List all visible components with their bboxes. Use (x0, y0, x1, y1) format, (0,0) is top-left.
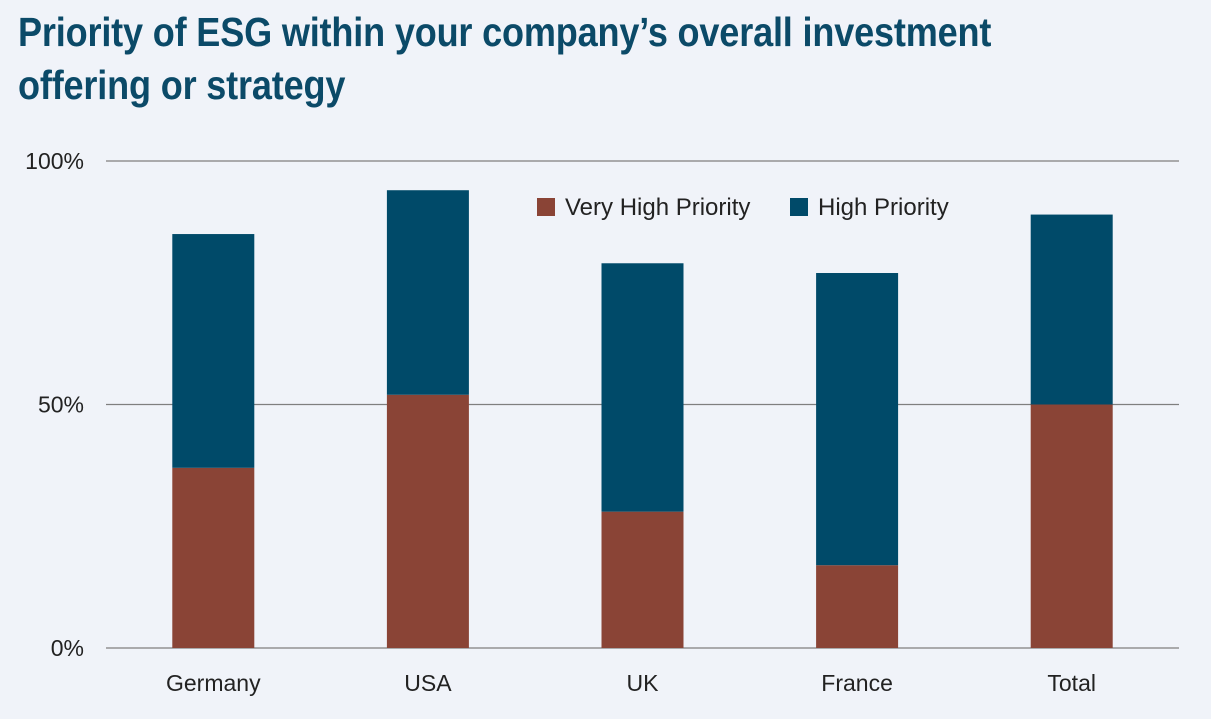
y-tick-label: 0% (51, 635, 84, 661)
bar-high-priority-usa (386, 190, 469, 395)
x-category-label: Germany (166, 670, 261, 696)
bar-very-high-priority-france (816, 565, 899, 648)
bar-very-high-priority-uk (601, 511, 684, 648)
y-axis-tick-labels: 0% 50% 100% (25, 148, 84, 661)
y-tick-label: 100% (25, 148, 84, 174)
legend-label: High Priority (818, 194, 949, 221)
bar-high-priority-france (816, 273, 899, 566)
bar-very-high-priority-total (1030, 404, 1113, 648)
bar-very-high-priority-usa (386, 394, 469, 648)
bar-high-priority-uk (601, 263, 684, 512)
x-category-label: France (821, 670, 893, 696)
bar-high-priority-total (1030, 214, 1113, 405)
x-category-label: USA (404, 670, 452, 696)
x-category-label: Total (1047, 670, 1096, 696)
legend-label: Very High Priority (565, 194, 750, 221)
y-tick-label: 50% (38, 392, 84, 418)
x-category-label: UK (627, 670, 660, 696)
bar-very-high-priority-germany (172, 467, 255, 648)
x-axis-category-labels: Germany USA UK France Total (166, 670, 1096, 696)
bar-high-priority-germany (172, 234, 255, 468)
legend-swatch (537, 198, 555, 216)
legend-swatch (790, 198, 808, 216)
legend: Very High Priority High Priority (537, 194, 949, 221)
chart-title: Priority of ESG within your company’s ov… (18, 9, 992, 108)
bars (172, 190, 1113, 648)
